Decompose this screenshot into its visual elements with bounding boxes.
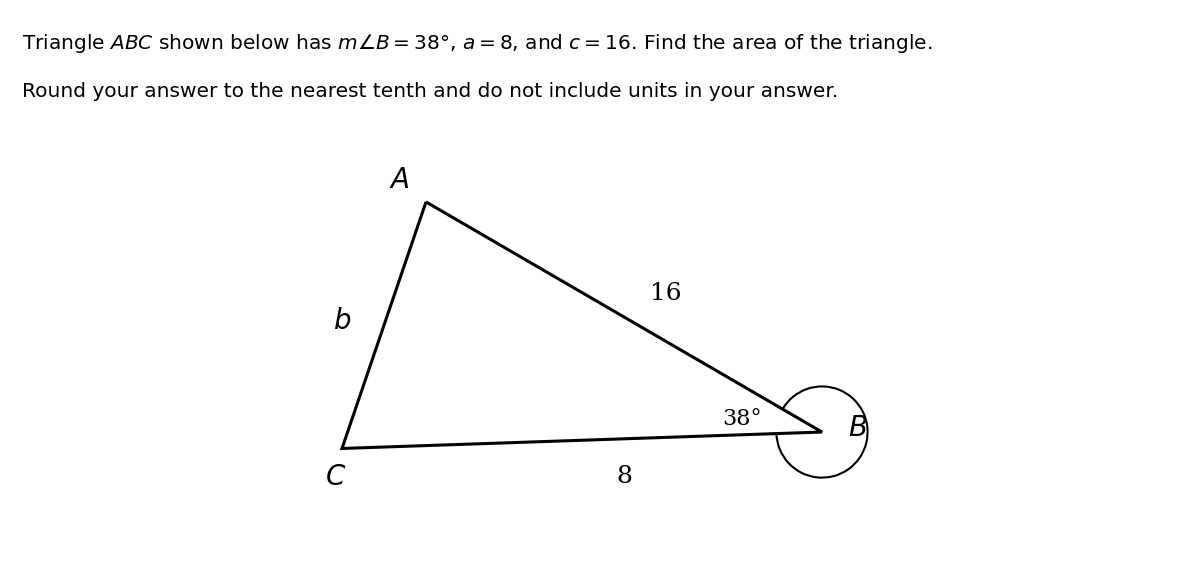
Text: Triangle $\mathit{ABC}$ shown below has $m\angle B = 38°$, $a = 8$, and $c = 16$: Triangle $\mathit{ABC}$ shown below has … bbox=[22, 32, 932, 55]
Text: 38°: 38° bbox=[721, 408, 762, 430]
Text: $A$: $A$ bbox=[389, 167, 410, 194]
Text: $b$: $b$ bbox=[332, 308, 352, 335]
Text: 16: 16 bbox=[650, 282, 682, 305]
Text: $B$: $B$ bbox=[848, 415, 868, 442]
Text: $C$: $C$ bbox=[325, 464, 347, 491]
Text: Round your answer to the nearest tenth and do not include units in your answer.: Round your answer to the nearest tenth a… bbox=[22, 82, 838, 101]
Text: 8: 8 bbox=[616, 465, 632, 488]
